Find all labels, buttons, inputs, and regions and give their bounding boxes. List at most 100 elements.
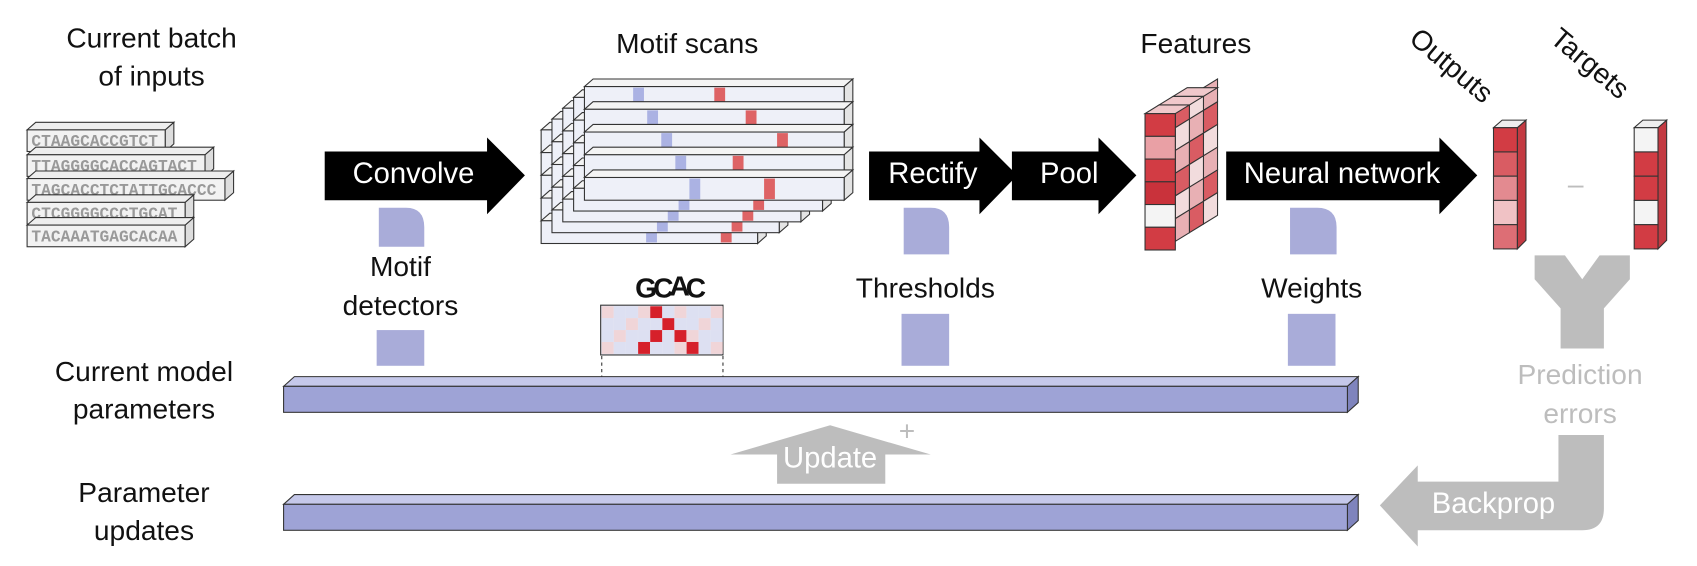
heatmap-cell	[698, 341, 711, 354]
scan-hit	[661, 133, 673, 154]
heatmap-cell	[674, 318, 687, 331]
column-cell	[1633, 199, 1659, 226]
output-columns	[1492, 118, 1669, 251]
column-cell	[1492, 199, 1518, 226]
column-cell	[1633, 151, 1659, 177]
stage-title: Targets	[1545, 22, 1636, 105]
motif-heatmap	[600, 304, 724, 356]
scan-row	[583, 176, 845, 201]
scan-hit	[714, 87, 726, 109]
logo-letter: C	[653, 272, 673, 303]
heatmap-cell	[686, 318, 699, 331]
column-side	[1657, 118, 1668, 251]
heatmap-cell	[650, 306, 663, 319]
heatmap-cell	[638, 306, 651, 319]
scan-hit	[675, 155, 687, 177]
arrow-label: Backprop	[1432, 488, 1555, 520]
heatmap-cell	[710, 318, 723, 331]
input-sequences: CTAAGCACCGTCTTTAGGGGCACCAGTACTTAGCACCTCT…	[25, 121, 236, 248]
arrow-label: Convolve	[353, 158, 475, 190]
stage-title: Motif scans	[616, 28, 758, 59]
heatmap-cell	[662, 341, 675, 354]
heatmap-cell	[710, 330, 723, 342]
param-block	[901, 313, 950, 366]
box-top	[25, 121, 176, 131]
feature-cell	[1144, 203, 1176, 228]
heatmap-cell	[686, 306, 699, 319]
column-cell	[1633, 127, 1659, 153]
inputs-title: Current batch	[66, 22, 236, 53]
heatmap-cell	[601, 318, 614, 331]
heatmap-cell	[686, 341, 699, 354]
merge-arrow	[1534, 255, 1630, 349]
arrow	[324, 137, 525, 215]
row-label: parameters	[73, 394, 215, 425]
heatmap-cell	[625, 341, 638, 354]
heatmap-cell	[698, 318, 711, 331]
scan-hit	[647, 110, 659, 131]
row-label: Parameter	[78, 477, 209, 508]
bar-top	[282, 376, 1360, 387]
column-cell	[1633, 224, 1659, 250]
scan-hit	[745, 110, 757, 131]
minus-sign: –	[1568, 169, 1584, 200]
feature-cell	[1144, 181, 1176, 206]
inputs-title: of inputs	[98, 60, 204, 91]
feature-top	[1171, 87, 1220, 97]
heatmap-cell	[674, 306, 687, 319]
heatmap-cell	[601, 341, 614, 354]
heatmap-cell	[613, 318, 626, 331]
heatmap-cell	[650, 318, 663, 331]
heatmap-cell	[662, 306, 675, 319]
heatmap-cell	[650, 330, 663, 342]
parameter-bar	[283, 385, 1348, 413]
features-cube	[1143, 78, 1220, 251]
heatmap-cell	[625, 306, 638, 319]
param-label: detectors	[343, 290, 459, 321]
heatmap-cell	[638, 341, 651, 354]
update-bar	[283, 503, 1348, 531]
row-label: updates	[94, 515, 194, 546]
box-top	[25, 194, 196, 203]
heatmap-cell	[710, 341, 723, 354]
arrow	[869, 137, 1018, 215]
heatmap-cell	[638, 318, 651, 331]
column-cell	[1633, 175, 1659, 201]
box-top	[25, 170, 236, 180]
scan-top	[582, 78, 855, 88]
connector	[378, 207, 425, 247]
sequence-box	[26, 224, 186, 248]
scan-hit	[764, 178, 775, 200]
scan-hit	[732, 155, 744, 177]
heatmap-cell	[698, 330, 711, 342]
errors-label: Prediction	[1518, 359, 1643, 390]
heatmap-cell	[638, 330, 651, 342]
scan-hit	[633, 87, 644, 109]
column-cell	[1492, 127, 1518, 153]
connector	[903, 207, 950, 255]
param-label: Weights	[1261, 272, 1362, 303]
column-cell	[1492, 151, 1518, 177]
heatmap-cell	[662, 318, 675, 331]
heatmap-cell	[650, 341, 663, 354]
box-top	[25, 216, 196, 226]
heatmap-cell	[625, 330, 638, 342]
sequence: CTAAGCACCGTCT	[31, 132, 158, 151]
scan-top	[582, 101, 855, 110]
bar-top	[282, 494, 1360, 505]
logo-letter: A	[670, 270, 690, 301]
arrow	[1011, 137, 1137, 215]
column-cell	[1492, 224, 1518, 250]
logo-letter: G	[635, 272, 657, 303]
heatmap-cell	[613, 330, 626, 342]
scan-top	[582, 123, 855, 133]
heatmap-cell	[601, 306, 614, 319]
arrow-label: Pool	[1040, 158, 1098, 190]
scan-hit	[777, 133, 788, 154]
feature-cell	[1144, 135, 1176, 160]
box-top	[25, 146, 216, 156]
heatmap-cell	[601, 330, 614, 342]
heatmap-cell	[686, 330, 699, 342]
sequence: TACAAATGAGCACAA	[31, 227, 177, 246]
